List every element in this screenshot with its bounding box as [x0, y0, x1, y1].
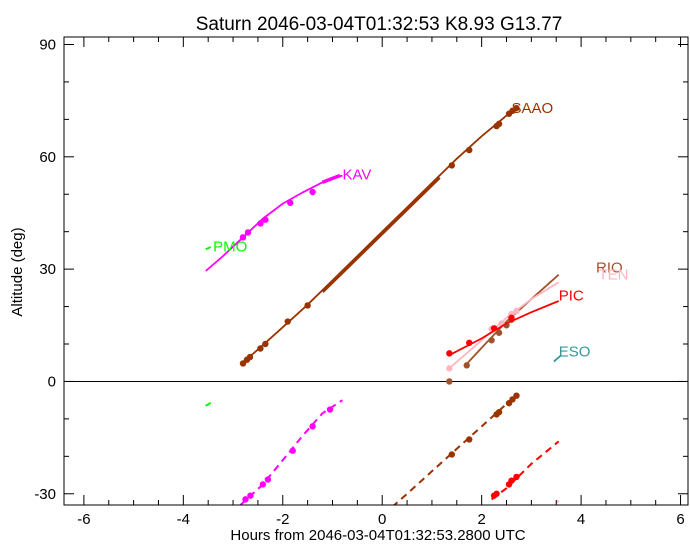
series-point-ten — [513, 307, 520, 315]
series-point-saao — [257, 345, 264, 352]
x-tick-label: 2 — [477, 511, 485, 528]
series-below-horizon-pic — [490, 440, 560, 501]
series-point-below-saao — [495, 408, 503, 416]
x-tick-label: 0 — [378, 511, 386, 528]
series-point-saao — [262, 340, 269, 348]
site-label-saao: SAAO — [511, 100, 553, 117]
series-point-saao — [513, 104, 520, 112]
series-below-horizon-saao — [392, 393, 520, 505]
chart-title: Saturn 2046-03-04T01:32:53 K8.93 G13.77 — [196, 14, 563, 35]
series-point-kav — [262, 216, 269, 223]
series-line-kav — [205, 174, 343, 272]
site-label-kav: KAV — [342, 166, 371, 183]
y-tick-label: 60 — [39, 149, 56, 166]
series-point-rio — [463, 362, 470, 369]
series-point-saao — [495, 120, 503, 128]
site-label-rio: RIO — [596, 259, 623, 276]
y-tick-label: 0 — [48, 373, 56, 390]
series-point-below-saao — [448, 451, 456, 458]
axes: -6 -4 -2 0 2 4 6 -30 0 30 60 90 — [34, 36, 689, 528]
x-tick-label: 4 — [577, 511, 585, 528]
series-line-pmo — [205, 246, 212, 251]
series-thick-kav — [321, 173, 341, 184]
series-point-below-saao — [509, 396, 516, 403]
series-point-below-pic — [513, 473, 520, 481]
series-point-below-kav — [309, 423, 316, 430]
series-point-kav — [309, 188, 316, 196]
series-point-below-kav — [242, 496, 249, 503]
series-point-saao — [466, 146, 473, 154]
series-point-pic — [466, 339, 473, 347]
series-line-rio — [463, 274, 560, 368]
series-line-eso — [553, 354, 562, 363]
series-point-pic — [490, 325, 498, 332]
y-tick-label: -30 — [34, 486, 56, 503]
site-label-eso: ESO — [559, 343, 591, 360]
series-point-saao — [246, 353, 254, 361]
series-point-below-pic — [508, 477, 515, 484]
plot-frame — [63, 36, 689, 506]
series-point-below-kav — [264, 476, 272, 483]
y-tick-label: 30 — [39, 261, 56, 278]
series-point-kav — [287, 199, 294, 207]
series-point-pic — [508, 314, 515, 321]
site-label-pic: PIC — [559, 287, 584, 304]
series-point-below-saao — [513, 392, 520, 399]
y-axis-label: Altitude (deg) — [9, 227, 26, 316]
series-point-rio — [495, 329, 503, 336]
series-point-below-kav — [326, 406, 334, 413]
x-tick-label: 6 — [676, 511, 684, 528]
site-label-ten: TEN — [599, 267, 629, 284]
series-point-kav — [257, 220, 264, 227]
series-point-below-kav — [247, 492, 254, 499]
series-point-below-kav — [289, 447, 296, 454]
x-tick-label: -6 — [77, 511, 90, 528]
series-point-ten — [446, 365, 453, 372]
x-axis-label: Hours from 2046-03-04T01:32:53.2800 UTC — [230, 527, 525, 544]
series-point-pic — [446, 350, 453, 357]
series-point-rio — [446, 378, 453, 385]
site-label-pmo: PMO — [213, 239, 247, 256]
series-point-below-saao — [466, 436, 473, 443]
series-point-saao — [304, 302, 311, 309]
series-point-saao — [448, 162, 456, 169]
series-point-below-kav — [259, 481, 267, 488]
series-thick-saao — [321, 176, 441, 293]
series-point-kav — [244, 229, 252, 236]
series-line-pic — [448, 300, 560, 356]
x-tick-label: -4 — [177, 511, 190, 528]
series-point-below-pic — [493, 490, 500, 497]
series-point-saao — [284, 318, 291, 325]
series-line-ten — [448, 281, 560, 369]
series-point-saao — [239, 360, 247, 367]
y-tick-label: 90 — [39, 36, 56, 53]
series-below-horizon-pmo — [205, 401, 212, 407]
series-point-kav — [239, 234, 247, 241]
series-point-rio — [488, 337, 495, 344]
x-tick-label: -2 — [276, 511, 289, 528]
